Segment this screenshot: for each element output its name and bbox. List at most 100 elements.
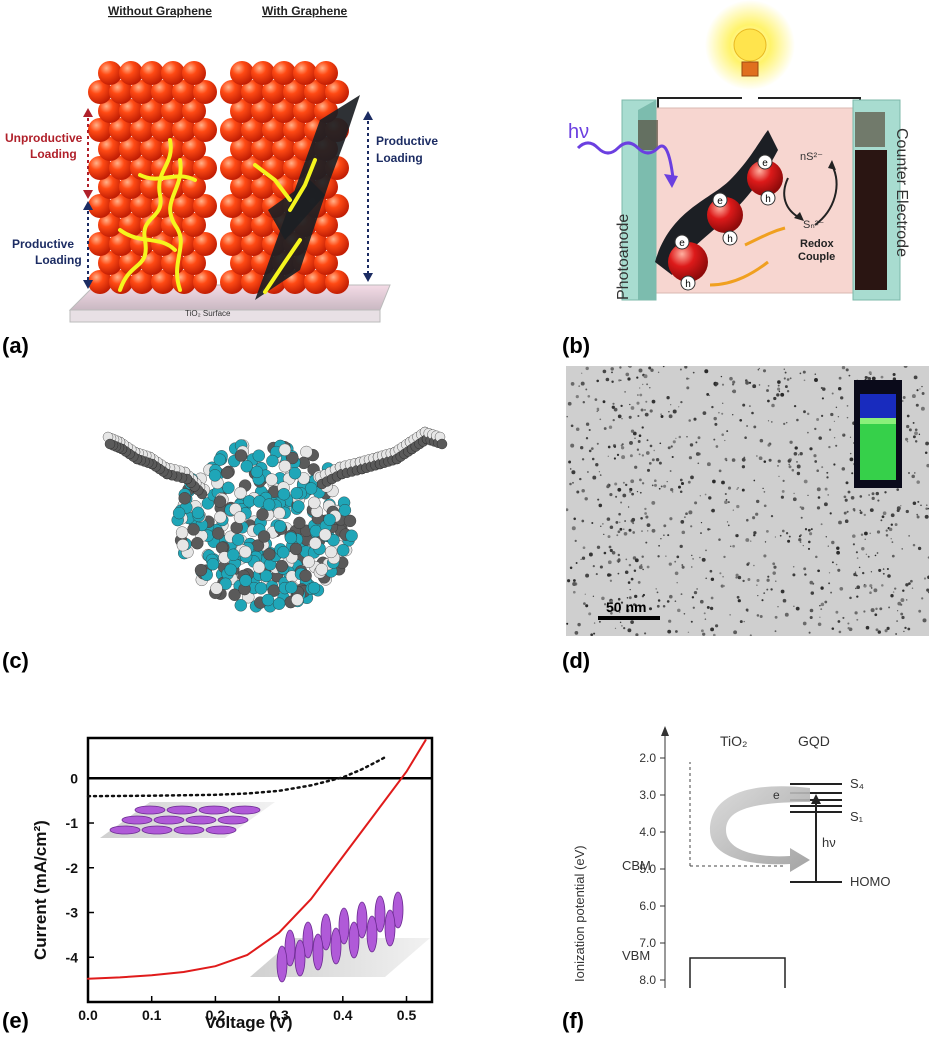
nanoparticle: [912, 435, 916, 439]
tio2-sphere: [251, 175, 275, 199]
nanoparticle: [634, 558, 639, 563]
nanoparticle: [703, 612, 706, 615]
nanoparticle: [770, 514, 774, 518]
nanoparticle: [660, 413, 662, 416]
nanoparticle: [644, 507, 647, 511]
nanoparticle: [912, 501, 917, 505]
nanoparticle: [793, 451, 798, 456]
energy-tick-label: 6.0: [639, 899, 656, 913]
tio2-sphere: [262, 118, 286, 142]
nanoparticle: [618, 611, 621, 613]
nanoparticle: [631, 492, 634, 496]
nanoparticle: [651, 458, 655, 462]
tio2-sphere: [109, 118, 133, 142]
nanoparticle: [762, 369, 767, 373]
nanoparticle: [896, 620, 899, 623]
atom: [250, 465, 264, 479]
energy-level-diagram: 2.0 3.0 4.0 5.0 6.0 7.0 8.0 Ionization potenti…: [572, 726, 890, 988]
nanoparticle: [693, 590, 698, 595]
nanoparticle: [744, 436, 747, 439]
atom: [210, 582, 223, 595]
nanoparticle: [732, 509, 734, 511]
nanoparticle: [608, 545, 612, 549]
tio2-sphere: [241, 156, 265, 180]
nanoparticle: [836, 546, 840, 550]
nanoparticle: [785, 532, 789, 535]
nanoparticle: [859, 511, 863, 515]
nanoparticle: [892, 377, 897, 381]
atom: [345, 529, 358, 543]
atom: [178, 492, 191, 505]
nanoparticle: [629, 487, 633, 492]
nanoparticle: [593, 632, 596, 635]
nanoparticle: [654, 479, 657, 482]
nanoparticle: [821, 397, 824, 400]
nanoparticle: [696, 588, 698, 590]
nanoparticle: [749, 634, 752, 637]
nanoparticle: [753, 533, 756, 537]
nanoparticle: [623, 626, 626, 630]
nanoparticle: [694, 501, 698, 505]
alkyl-chain-arms: [102, 426, 448, 500]
atom: [233, 511, 247, 524]
nanoparticle: [804, 528, 808, 531]
nanoparticle: [846, 405, 849, 407]
nanoparticle: [585, 366, 589, 371]
nanoparticle: [849, 596, 852, 600]
nanoparticle: [852, 543, 855, 546]
nanoparticle: [856, 618, 859, 621]
nanoparticle: [890, 594, 894, 598]
nanoparticle: [777, 384, 780, 387]
nanoparticle: [815, 555, 818, 559]
nanoparticle: [580, 381, 585, 386]
atom: [299, 569, 312, 583]
nanoparticle: [732, 380, 736, 384]
tio2-sphere: [182, 175, 206, 199]
nanoparticle: [807, 431, 809, 434]
x-tick-label: 0.3: [269, 1007, 289, 1023]
jv-curve-chart: 0.0 0.1 0.2 0.3 0.4 0.50-1-2-3-4 Voltage (V) …: [31, 736, 434, 1032]
nanoparticle: [628, 596, 632, 600]
nanoparticle: [798, 538, 802, 542]
panel-label-c: (c): [2, 648, 29, 673]
nanoparticle: [887, 574, 891, 578]
nanoparticle: [784, 385, 788, 389]
nanoparticle: [581, 458, 585, 461]
nanoparticle: [614, 627, 617, 630]
tio2-sphere: [283, 118, 307, 142]
nanoparticle: [776, 393, 780, 397]
nanoparticle: [843, 495, 847, 499]
nanoparticle: [807, 528, 811, 532]
tio2-sphere: [314, 61, 338, 85]
nanoparticle: [782, 598, 787, 603]
nanoparticle: [643, 374, 648, 379]
nanoparticle: [798, 535, 801, 538]
nanoparticle: [711, 405, 714, 409]
nanoparticle: [670, 488, 674, 492]
nanoparticle: [774, 615, 778, 619]
nanoparticle: [792, 497, 797, 502]
nanoparticle: [721, 433, 724, 436]
nanoparticle: [762, 487, 764, 490]
atom: [254, 582, 268, 595]
panel-label-f: (f): [562, 1008, 584, 1033]
nanoparticle: [896, 508, 900, 513]
nanoparticle: [607, 455, 609, 457]
nanoparticle: [632, 556, 637, 560]
nanoparticle: [808, 631, 811, 634]
nanoparticle: [637, 581, 641, 584]
nanoparticle: [735, 533, 738, 536]
nanoparticle: [835, 406, 838, 409]
tio2-sphere: [251, 213, 275, 237]
atom: [273, 506, 286, 520]
tio2-sphere: [98, 137, 122, 161]
nanoparticle: [713, 438, 716, 441]
nanoparticle: [672, 409, 677, 414]
nanoparticle: [659, 442, 662, 445]
nanoparticle: [720, 375, 723, 378]
nanoparticle: [678, 406, 680, 408]
hole-transfer-arrows: [709, 226, 786, 287]
nanoparticle: [892, 591, 895, 593]
nanoparticle: [619, 527, 623, 531]
nanoparticle: [837, 386, 842, 391]
